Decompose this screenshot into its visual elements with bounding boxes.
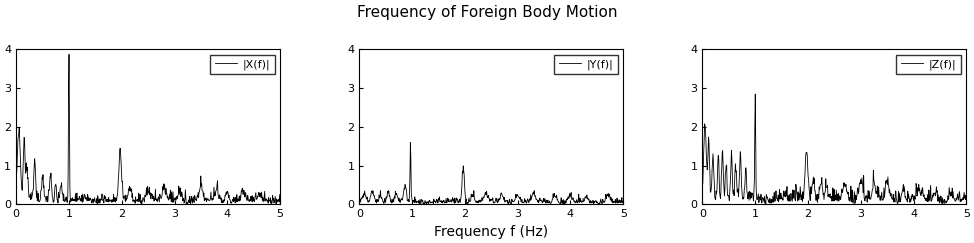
X-axis label: Frequency f (Hz): Frequency f (Hz) <box>434 225 548 239</box>
Legend: |Z(f)|: |Z(f)| <box>896 55 960 74</box>
Text: Frequency of Foreign Body Motion: Frequency of Foreign Body Motion <box>356 5 618 20</box>
Legend: |X(f)|: |X(f)| <box>210 55 275 74</box>
Legend: |Y(f)|: |Y(f)| <box>554 55 618 74</box>
